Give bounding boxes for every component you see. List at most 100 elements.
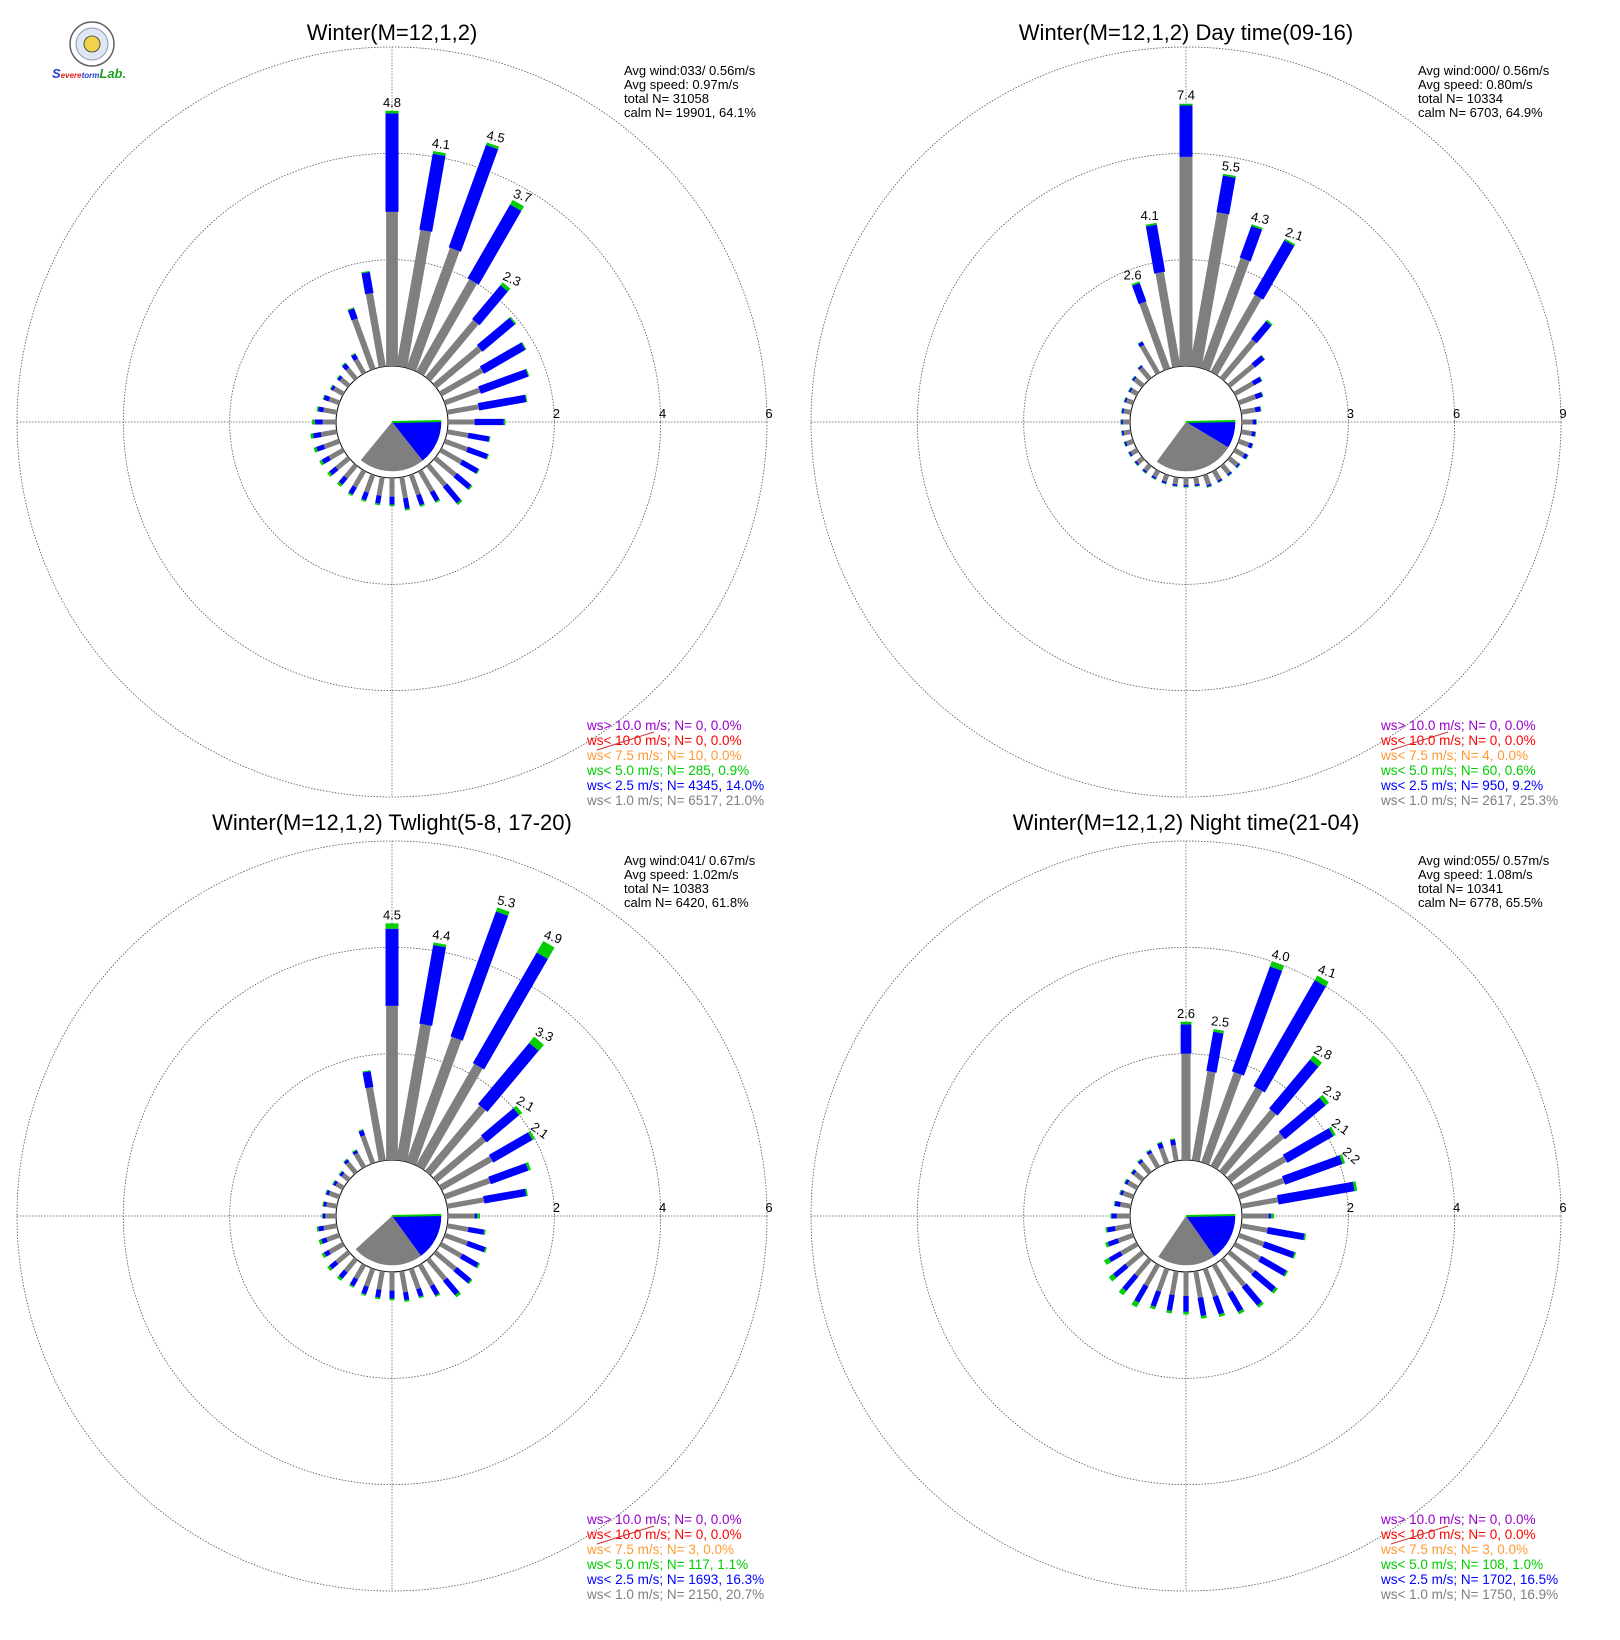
- bar-60-lt5: [528, 1130, 535, 1141]
- bar-0-lt1: [1179, 156, 1193, 366]
- bar-label-40: 2.8: [1312, 1042, 1335, 1063]
- stat-line-3: total N= 10383: [624, 881, 709, 896]
- bar-130-lt1: [433, 456, 457, 477]
- bar-60-lt2-5: [1282, 1128, 1334, 1163]
- bar-label-340: 2.6: [1124, 267, 1142, 282]
- bar-180-lt5: [389, 1298, 395, 1301]
- bar-20-lt5: [1251, 224, 1263, 230]
- bar-110-lt1: [1237, 438, 1250, 448]
- ring-label-2: 2: [1347, 1200, 1354, 1215]
- bar-310-lt2-5: [1131, 1169, 1137, 1176]
- legend-entry-4: ws< 5.0 m/s; N= 60, 0.6%: [1380, 763, 1536, 778]
- stat-line-1: Avg wind:055/ 0.57m/s: [1418, 853, 1550, 868]
- bar-150-lt2-5: [1217, 478, 1223, 483]
- bar-label-10: 5.5: [1221, 158, 1241, 175]
- bar-50-lt1: [432, 345, 482, 389]
- bar-130-lt1: [433, 1250, 457, 1271]
- bar-180-lt5: [389, 504, 395, 507]
- bar-330-lt2-5: [351, 353, 359, 361]
- bar-190-lt1: [1169, 1270, 1179, 1296]
- bar-120-lt2-5: [459, 1253, 479, 1268]
- bar-120-lt5: [475, 468, 480, 475]
- calm-pie-blue: [1186, 1216, 1236, 1257]
- bar-230-lt2-5: [329, 1260, 339, 1270]
- bar-130-lt1: [1227, 1250, 1255, 1275]
- bar-320-lt5: [341, 362, 346, 367]
- bar-190-lt2-5: [1172, 483, 1178, 487]
- legend-entry-5: ws< 2.5 m/s; N= 1702, 16.5%: [1380, 1572, 1558, 1587]
- bar-300-lt2-5: [330, 385, 336, 391]
- bar-label-0: 7.4: [1177, 88, 1195, 103]
- bar-300-lt2-5: [1128, 387, 1133, 393]
- bar-320-lt1: [345, 1161, 358, 1175]
- bar-190-lt2-5: [1166, 1294, 1175, 1311]
- bar-320-lt5: [1137, 1158, 1142, 1163]
- bar-190-lt2-5: [375, 1289, 382, 1298]
- bar-50-lt2-5: [1278, 1097, 1326, 1140]
- stat-line-2: Avg speed: 0.80m/s: [1418, 77, 1533, 92]
- bar-label-30: 3.7: [512, 186, 534, 206]
- bar-120-lt1: [439, 447, 463, 465]
- ring-label-6: 6: [765, 406, 772, 421]
- bar-0-lt5: [1180, 1021, 1192, 1025]
- bar-270-lt2-5: [1121, 419, 1123, 425]
- bar-150-lt1: [417, 469, 435, 493]
- bar-290-lt2-5: [1120, 1189, 1125, 1196]
- bar-200-lt1: [1162, 473, 1170, 483]
- bar-240-lt1: [328, 447, 345, 461]
- bar-100-lt1: [1240, 429, 1253, 437]
- bar-290-lt5: [325, 1189, 328, 1195]
- legend-entry-6: ws< 1.0 m/s; N= 2617, 25.3%: [1380, 793, 1558, 808]
- wind-rose-panel-1: 2 4 6 4.8 4.1 4.5 3.7 2.3 Winter(M=12,1,2) Avg wi…: [16, 20, 773, 808]
- bar-270-lt5: [1110, 1213, 1112, 1219]
- bar-label-20: 4.5: [485, 127, 506, 145]
- bar-300-lt1: [335, 1181, 345, 1191]
- bar-200-lt1: [364, 1267, 376, 1287]
- bar-170-lt2-5: [1194, 483, 1200, 487]
- bar-270-lt2-5: [322, 1213, 326, 1219]
- bar-220-lt1: [1143, 463, 1152, 472]
- bar-290-lt1: [328, 1190, 341, 1200]
- calm-pie-blue: [392, 422, 442, 461]
- bar-140-lt1: [426, 1257, 447, 1281]
- bar-250-lt1: [323, 438, 341, 449]
- bar-80-lt2-5: [483, 1188, 527, 1204]
- logo-word-lab: Lab.: [99, 66, 126, 81]
- bar-label-10: 2.5: [1210, 1013, 1230, 1030]
- stat-line-4: calm N= 19901, 64.1%: [624, 105, 756, 120]
- bar-120-lt1: [439, 1241, 463, 1259]
- bar-320-lt1: [345, 367, 358, 381]
- bar-310-lt1: [341, 1172, 351, 1182]
- bar-260-lt2-5: [312, 432, 322, 439]
- bar-70-lt1: [1237, 394, 1257, 406]
- bar-200-lt1: [1156, 1267, 1170, 1292]
- ring-9: [810, 46, 1562, 798]
- bar-label-10: 4.1: [431, 135, 451, 152]
- legend-entry-4: ws< 5.0 m/s; N= 285, 0.9%: [586, 763, 749, 778]
- bar-180-lt5: [1183, 486, 1189, 488]
- bar-30-lt1: [1210, 1087, 1263, 1170]
- bar-150-lt1: [1211, 469, 1222, 481]
- bar-140-lt2-5: [1226, 471, 1232, 477]
- logo-letter-s: S: [52, 66, 61, 81]
- bar-70-lt2-5: [488, 1163, 529, 1185]
- ring-label-2: 2: [553, 406, 560, 421]
- bar-130-lt2-5: [1251, 1270, 1276, 1293]
- bar-40-lt5: [500, 282, 511, 292]
- bar-210-lt5: [1131, 1299, 1140, 1308]
- bar-110-lt2-5: [466, 446, 489, 460]
- bar-90-lt5: [1271, 1213, 1274, 1219]
- bar-270-lt1: [322, 419, 336, 425]
- bar-30-lt1: [415, 1063, 483, 1170]
- bar-40-lt5: [1309, 1055, 1323, 1067]
- bar-240-lt5: [319, 459, 325, 466]
- calm-pie-grey: [1156, 422, 1229, 472]
- bar-310-lt2-5: [339, 1171, 345, 1177]
- bar-250-lt1: [326, 1232, 341, 1243]
- legend-strike: [1390, 731, 1449, 751]
- bar-110-lt5: [483, 1247, 488, 1253]
- bar-120-lt5: [1283, 1270, 1289, 1277]
- bar-300-lt5: [1127, 387, 1132, 392]
- bar-110-lt1: [443, 1232, 468, 1246]
- bar-50-lt2-5: [476, 317, 516, 352]
